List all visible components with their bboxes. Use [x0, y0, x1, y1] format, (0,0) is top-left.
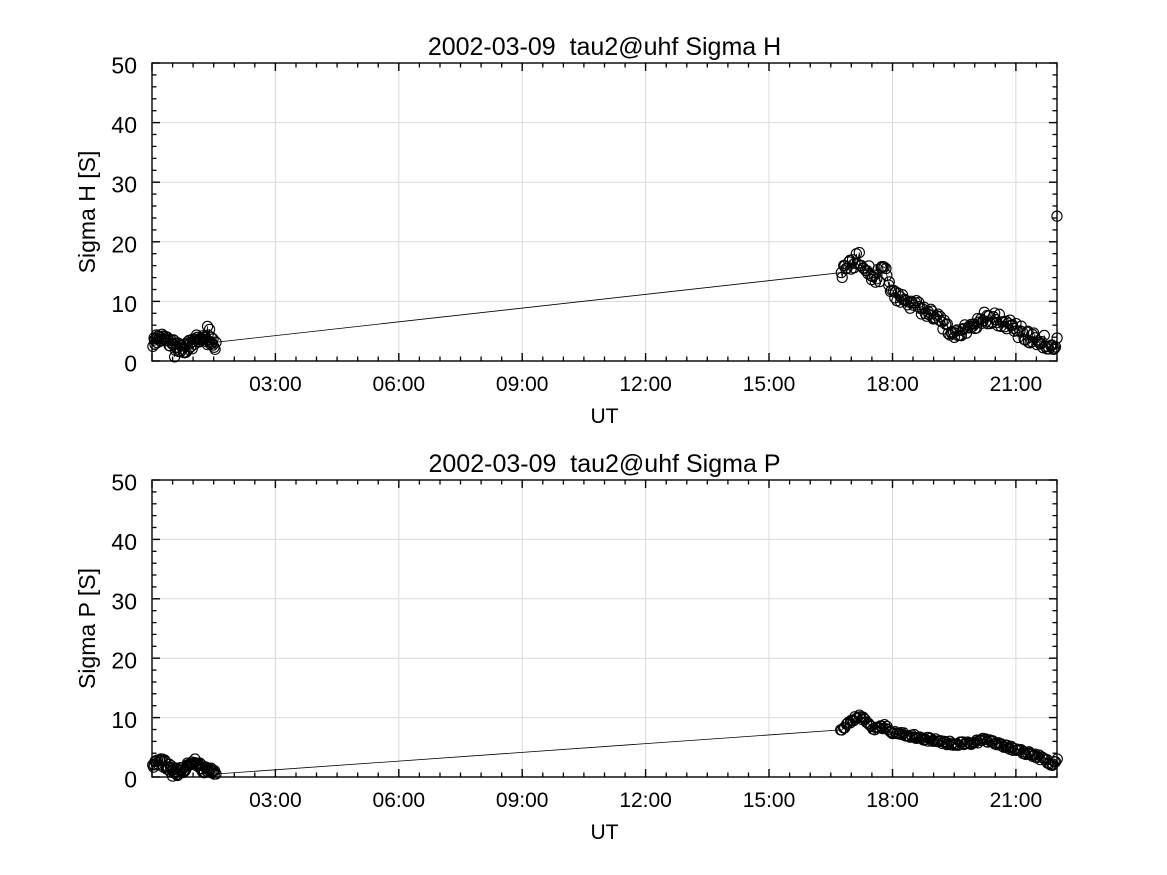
svg-text:15:00: 15:00 — [743, 789, 796, 812]
svg-text:30: 30 — [111, 588, 137, 614]
svg-text:2002-03-09 tau2@uhf Sigma H: 2002-03-09 tau2@uhf Sigma H — [428, 33, 781, 61]
svg-text:50: 50 — [111, 470, 137, 496]
svg-text:10: 10 — [111, 707, 137, 733]
svg-text:0: 0 — [124, 351, 137, 377]
svg-text:30: 30 — [111, 172, 137, 198]
svg-text:06:00: 06:00 — [373, 373, 426, 396]
svg-text:20: 20 — [111, 231, 137, 257]
svg-text:2002-03-09 tau2@uhf Sigma P: 2002-03-09 tau2@uhf Sigma P — [429, 450, 781, 478]
svg-text:40: 40 — [111, 112, 137, 138]
svg-text:12:00: 12:00 — [619, 789, 672, 812]
svg-text:18:00: 18:00 — [866, 789, 919, 812]
svg-text:09:00: 09:00 — [496, 789, 549, 812]
svg-text:UT: UT — [591, 821, 619, 844]
svg-text:UT: UT — [591, 405, 619, 428]
svg-text:40: 40 — [111, 529, 137, 555]
svg-text:06:00: 06:00 — [373, 789, 426, 812]
svg-text:12:00: 12:00 — [619, 373, 672, 396]
svg-text:03:00: 03:00 — [249, 373, 302, 396]
svg-text:21:00: 21:00 — [990, 789, 1043, 812]
svg-text:50: 50 — [111, 53, 137, 79]
svg-text:21:00: 21:00 — [990, 373, 1043, 396]
svg-text:09:00: 09:00 — [496, 373, 549, 396]
svg-text:18:00: 18:00 — [866, 373, 919, 396]
svg-text:0: 0 — [124, 767, 137, 793]
svg-text:Sigma H [S]: Sigma H [S] — [74, 151, 100, 274]
svg-text:10: 10 — [111, 291, 137, 317]
svg-text:15:00: 15:00 — [743, 373, 796, 396]
svg-text:03:00: 03:00 — [249, 789, 302, 812]
svg-text:Sigma P [S]: Sigma P [S] — [74, 568, 100, 689]
svg-text:20: 20 — [111, 648, 137, 674]
